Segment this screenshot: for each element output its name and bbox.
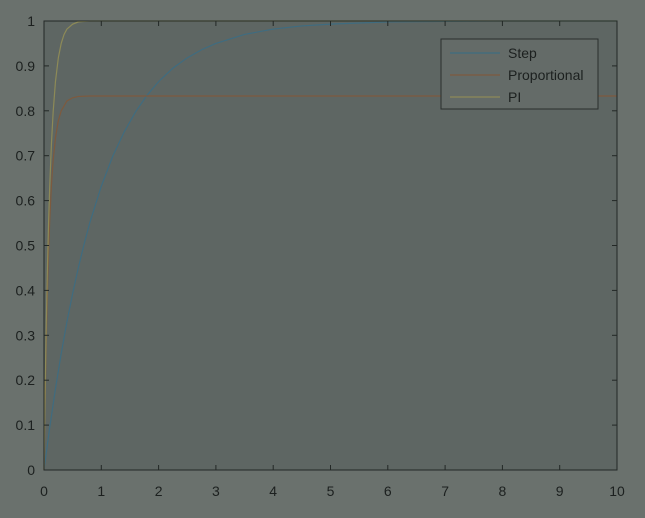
x-tick-label: 6 [384,483,392,499]
y-tick-label: 1 [27,13,35,29]
legend-label-proportional: Proportional [508,67,584,83]
y-tick-label: 0.9 [16,58,36,74]
legend-label-step: Step [508,45,537,61]
x-tick-label: 3 [212,483,220,499]
x-tick-label: 7 [441,483,449,499]
y-tick-label: 0.8 [16,103,36,119]
y-tick-label: 0.5 [16,238,36,254]
x-tick-label: 5 [327,483,335,499]
legend: Step Proportional PI [440,38,599,110]
y-tick-label: 0 [27,462,35,478]
x-tick-label: 1 [97,483,105,499]
x-axis-tick-labels: 0 1 2 3 4 5 6 7 8 9 10 [40,483,625,499]
y-tick-label: 0.2 [16,372,36,388]
legend-label-pi: PI [508,89,521,105]
x-tick-label: 4 [269,483,277,499]
y-tick-label: 0.6 [16,193,36,209]
series-line-step [43,20,617,471]
x-tick-label: 9 [556,483,564,499]
y-axis-tick-labels: 0 0.1 0.2 0.3 0.4 0.5 0.6 0.7 0.8 0.9 1 [16,13,36,478]
axis-ticks [43,20,618,471]
x-tick-label: 10 [609,483,625,499]
x-tick-label: 0 [40,483,48,499]
legend-items: Step Proportional PI [450,45,584,105]
y-tick-label: 0.3 [16,327,36,343]
y-tick-label: 0.4 [16,282,36,298]
x-tick-label: 8 [499,483,507,499]
x-tick-label: 2 [155,483,163,499]
y-tick-label: 0.7 [16,148,36,164]
y-tick-label: 0.1 [16,417,36,433]
